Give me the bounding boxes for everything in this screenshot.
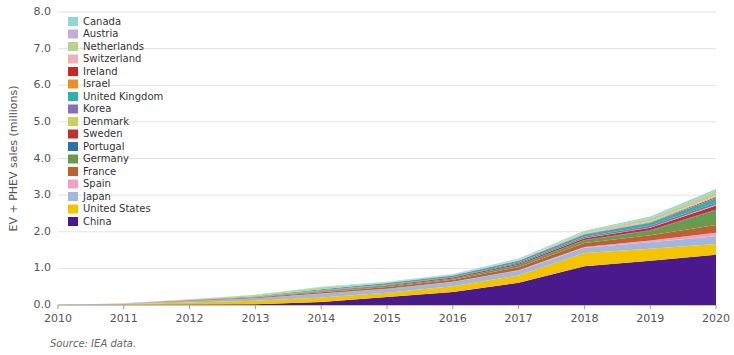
y-tick-label: 4.0 xyxy=(34,152,52,165)
legend-label: Portugal xyxy=(83,141,124,152)
grid xyxy=(58,12,716,305)
x-tick xyxy=(518,305,519,309)
legend-swatch xyxy=(68,17,78,26)
legend-swatch xyxy=(68,130,78,139)
legend: CanadaAustria NetherlandsSwitzerland Irela… xyxy=(68,16,163,227)
legend-label: United States xyxy=(83,203,151,214)
area xyxy=(58,198,716,305)
area xyxy=(58,196,716,305)
area xyxy=(58,244,716,305)
legend-label: Austria xyxy=(83,28,118,39)
y-tick-label: 8.0 xyxy=(34,5,52,18)
legend-label: Germany xyxy=(83,153,129,164)
legend-swatch xyxy=(68,117,78,126)
legend-label: Ireland xyxy=(83,66,118,77)
legend-swatch xyxy=(68,42,78,51)
area xyxy=(58,236,716,305)
legend-label: Switzerland xyxy=(83,53,141,64)
legend-swatch xyxy=(68,80,78,89)
legend-label: Israel xyxy=(83,78,110,89)
x-tick xyxy=(716,305,717,309)
x-tick-label: 2016 xyxy=(439,312,467,325)
chart: 0.0 1.0 2.0 3.0 4.0 5.0 6.0 7.0 8.0 2010 2011 2012 2… xyxy=(0,0,734,355)
y-axis-label: EV + PHEV sales (millions) xyxy=(7,85,20,231)
legend-swatch xyxy=(68,167,78,176)
grid-line xyxy=(58,48,716,49)
legend-label: Sweden xyxy=(83,128,123,139)
area xyxy=(58,192,716,305)
x-tick-label: 2015 xyxy=(373,312,401,325)
x-tick-label: 2012 xyxy=(176,312,204,325)
legend-swatch xyxy=(68,217,78,226)
legend-label: China xyxy=(83,216,112,227)
y-tick-label: 0.0 xyxy=(34,298,52,311)
grid-line xyxy=(58,12,716,13)
x-tick xyxy=(387,305,388,309)
y-tick-label: 2.0 xyxy=(34,225,52,238)
x-tick-label: 2020 xyxy=(702,312,730,325)
legend-label: United Kingdom xyxy=(83,91,163,102)
x-tick-label: 2018 xyxy=(570,312,598,325)
grid-line xyxy=(58,158,716,159)
area xyxy=(58,197,716,305)
legend-swatch xyxy=(68,55,78,64)
x-tick-label: 2019 xyxy=(636,312,664,325)
area xyxy=(58,189,716,305)
y-tick-label: 7.0 xyxy=(34,42,52,55)
y-tick-label: 6.0 xyxy=(34,78,52,91)
area xyxy=(58,205,716,305)
legend-label: Japan xyxy=(82,191,111,202)
legend-label: Korea xyxy=(83,103,111,114)
area xyxy=(58,198,716,305)
y-tick-label: 1.0 xyxy=(34,261,52,274)
x-tick-label: 2017 xyxy=(505,312,533,325)
legend-swatch xyxy=(68,205,78,214)
x-tick xyxy=(189,305,190,309)
area xyxy=(58,203,716,305)
legend-swatch xyxy=(68,180,78,189)
x-tick-label: 2013 xyxy=(241,312,269,325)
grid-line xyxy=(58,195,716,196)
y-tick-label: 5.0 xyxy=(34,115,52,128)
grid-line xyxy=(58,85,716,86)
source-note: Source: IEA data. xyxy=(50,338,136,349)
legend-swatch xyxy=(68,67,78,76)
legend-swatch xyxy=(68,92,78,101)
legend-swatch xyxy=(68,192,78,201)
legend-swatch xyxy=(68,142,78,151)
y-tick-label: 3.0 xyxy=(34,188,52,201)
legend-swatch xyxy=(68,155,78,164)
x-tick-label: 2014 xyxy=(307,312,335,325)
legend-label: Netherlands xyxy=(83,41,144,52)
legend-swatch xyxy=(68,30,78,39)
legend-swatch xyxy=(68,105,78,114)
axes: 0.0 1.0 2.0 3.0 4.0 5.0 6.0 7.0 8.0 2010 2011 2012 2… xyxy=(34,5,731,325)
x-tick xyxy=(255,305,256,309)
x-tick-label: 2010 xyxy=(44,312,72,325)
area xyxy=(58,206,716,305)
x-tick xyxy=(58,305,59,309)
x-tick xyxy=(123,305,124,309)
x-tick xyxy=(321,305,322,309)
areas xyxy=(58,189,716,305)
legend-label: Canada xyxy=(83,16,121,27)
x-tick xyxy=(650,305,651,309)
legend-label: Spain xyxy=(83,178,111,189)
x-tick xyxy=(584,305,585,309)
grid-line xyxy=(58,121,716,122)
legend-label: Denmark xyxy=(83,116,129,127)
legend-label: France xyxy=(83,166,116,177)
x-tick-label: 2011 xyxy=(110,312,138,325)
x-tick xyxy=(452,305,453,309)
area xyxy=(58,191,716,305)
